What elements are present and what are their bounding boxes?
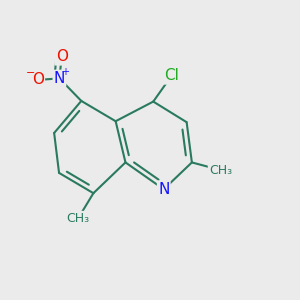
Text: N: N: [54, 71, 65, 86]
Text: CH₃: CH₃: [209, 164, 232, 176]
Text: +: +: [61, 67, 69, 76]
Text: Cl: Cl: [164, 68, 179, 83]
Text: O: O: [56, 50, 68, 64]
Text: O: O: [32, 72, 44, 87]
Text: CH₃: CH₃: [67, 212, 90, 225]
Text: −: −: [26, 68, 36, 78]
Text: N: N: [158, 182, 169, 197]
